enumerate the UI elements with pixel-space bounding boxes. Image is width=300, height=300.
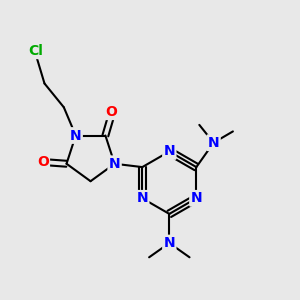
- Text: N: N: [190, 191, 202, 205]
- Text: O: O: [105, 105, 117, 119]
- Text: N: N: [164, 236, 175, 250]
- Text: N: N: [109, 157, 120, 171]
- Text: N: N: [208, 136, 219, 150]
- Text: O: O: [37, 155, 49, 169]
- Text: N: N: [136, 191, 148, 205]
- Text: N: N: [164, 145, 175, 158]
- Text: Cl: Cl: [28, 44, 43, 58]
- Text: N: N: [70, 128, 82, 142]
